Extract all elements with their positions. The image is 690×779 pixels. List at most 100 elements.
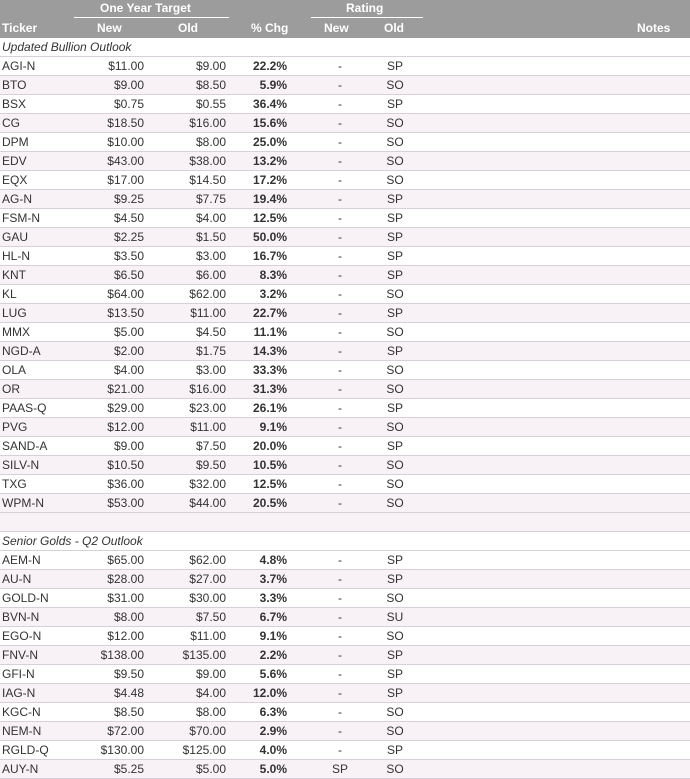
- pct-change-cell: 9.1%: [259, 629, 287, 643]
- rating-old-cell: SP: [386, 439, 403, 453]
- rating-new-cell: -: [338, 325, 342, 339]
- ticker-header: Ticker: [2, 21, 38, 35]
- rating-old-cell: SO: [386, 629, 404, 643]
- old-target-cell: $11.00: [190, 420, 226, 434]
- new-target-cell: $21.00: [107, 382, 144, 396]
- table-row: SAND-A $9.00 $7.50 20.0% - SP: [0, 437, 690, 456]
- ticker-cell: NEM-N: [2, 724, 42, 738]
- pct-change-cell: 20.0%: [252, 439, 287, 453]
- old-target-cell: $7.50: [195, 439, 226, 453]
- table-row: PAAS-Q $29.00 $23.00 26.1% - SP: [0, 399, 690, 418]
- ticker-cell: BSX: [2, 97, 27, 111]
- ticker-cell: RGLD-Q: [2, 743, 49, 757]
- ticker-cell: DPM: [2, 135, 29, 149]
- section-title: Updated Bullion Outlook: [0, 38, 690, 57]
- table-row: AU-N $28.00 $27.00 3.7% - SP: [0, 570, 690, 589]
- rating-new-cell: -: [338, 268, 342, 282]
- pct-chg-header: % Chg: [251, 21, 289, 35]
- rating-old-cell: SP: [386, 306, 403, 320]
- old-target-cell: $9.50: [195, 458, 226, 472]
- rating-old-cell: SU: [386, 610, 404, 624]
- old-target-cell: $7.50: [195, 610, 226, 624]
- table-row: LUG $13.50 $11.00 22.7% - SP: [0, 304, 690, 323]
- old-target-cell: $30.00: [189, 591, 226, 605]
- ticker-cell: IAG-N: [2, 686, 36, 700]
- ticker-cell: PAAS-Q: [2, 401, 47, 415]
- rating-old-cell: SP: [386, 743, 403, 757]
- new-target-cell: $36.00: [107, 477, 144, 491]
- table-row: BSX $0.75 $0.55 36.4% - SP: [0, 95, 690, 114]
- ticker-cell: KNT: [2, 268, 26, 282]
- old-target-cell: $14.50: [189, 173, 226, 187]
- rating-new-cell: -: [338, 572, 342, 586]
- new-target-cell: $64.00: [107, 287, 144, 301]
- pct-change-cell: 5.6%: [259, 667, 287, 681]
- table-row: NEM-N $72.00 $70.00 2.9% - SO: [0, 722, 690, 741]
- pct-change-cell: 3.3%: [259, 591, 287, 605]
- rating-new-cell: -: [338, 686, 342, 700]
- ticker-cell: NGD-A: [2, 344, 41, 358]
- new-target-cell: $138.00: [100, 648, 144, 662]
- rating-new-cell: -: [338, 610, 342, 624]
- table-row: RGLD-Q $130.00 $125.00 4.0% - SP: [0, 741, 690, 760]
- rating-old-cell: SP: [386, 211, 403, 225]
- ticker-cell: AG-N: [2, 192, 32, 206]
- new-target-cell: $18.50: [107, 116, 144, 130]
- rating-old-cell: SO: [386, 477, 404, 491]
- old-target-cell: $44.00: [189, 496, 226, 510]
- rating-new-cell: -: [338, 496, 342, 510]
- pct-change-cell: 5.0%: [259, 762, 287, 776]
- rating-old-cell: SP: [386, 686, 403, 700]
- rating-new-cell: SP: [331, 762, 348, 776]
- rating-new-cell: -: [338, 230, 342, 244]
- ticker-cell: FSM-N: [2, 211, 40, 225]
- table-row: NGD-A $2.00 $1.75 14.3% - SP: [0, 342, 690, 361]
- rating-old-cell: SO: [386, 135, 404, 149]
- old-target-cell: $9.00: [195, 667, 226, 681]
- new-target-cell: $4.00: [113, 363, 144, 377]
- pct-change-cell: 36.4%: [252, 97, 287, 111]
- pct-change-cell: 17.2%: [252, 173, 287, 187]
- rating-new-cell: -: [338, 458, 342, 472]
- rating-new-cell: -: [338, 667, 342, 681]
- rating-new-cell: -: [338, 78, 342, 92]
- rating-old-cell: SP: [386, 59, 403, 73]
- table-row: AUY-N $5.25 $5.00 5.0% SP SO: [0, 760, 690, 779]
- rating-old-cell: SO: [386, 363, 404, 377]
- rating-new-header: New: [324, 21, 349, 35]
- rating-new-cell: -: [338, 553, 342, 567]
- new-target-cell: $0.75: [113, 97, 144, 111]
- new-target-cell: $8.50: [113, 705, 144, 719]
- pct-change-cell: 5.9%: [259, 78, 287, 92]
- old-target-cell: $4.50: [195, 325, 226, 339]
- ticker-cell: WPM-N: [2, 496, 44, 510]
- table-row: HL-N $3.50 $3.00 16.7% - SP: [0, 247, 690, 266]
- table-header: One Year Target Rating Ticker New Old % …: [0, 0, 690, 38]
- old-target-cell: $125.00: [182, 743, 226, 757]
- table-row: OLA $4.00 $3.00 33.3% - SO: [0, 361, 690, 380]
- old-target-cell: $8.50: [195, 78, 226, 92]
- new-target-cell: $53.00: [107, 496, 144, 510]
- table-row: KL $64.00 $62.00 3.2% - SO: [0, 285, 690, 304]
- rating-new-cell: -: [338, 363, 342, 377]
- rating-new-cell: -: [338, 401, 342, 415]
- old-target-cell: $27.00: [189, 572, 226, 586]
- pct-change-cell: 2.9%: [259, 724, 287, 738]
- pct-change-cell: 16.7%: [252, 249, 287, 263]
- rating-new-cell: -: [338, 173, 342, 187]
- ticker-cell: GOLD-N: [2, 591, 49, 605]
- table-row: GOLD-N $31.00 $30.00 3.3% - SO: [0, 589, 690, 608]
- ticker-cell: MMX: [2, 325, 30, 339]
- ticker-cell: KGC-N: [2, 705, 41, 719]
- old-target-cell: $7.75: [195, 192, 226, 206]
- ticker-cell: KL: [2, 287, 17, 301]
- pct-change-cell: 22.2%: [252, 59, 287, 73]
- ticker-cell: HL-N: [2, 249, 31, 263]
- rating-old-cell: SP: [386, 648, 403, 662]
- section-title: Senior Golds - Q2 Outlook: [0, 532, 690, 551]
- table-body: Updated Bullion Outlook AGI-N $11.00 $9.00 2…: [0, 38, 690, 779]
- rating-new-cell: -: [338, 97, 342, 111]
- table-row: GFI-N $9.50 $9.00 5.6% - SP: [0, 665, 690, 684]
- ticker-cell: CG: [2, 116, 20, 130]
- new-target-cell: $5.25: [113, 762, 144, 776]
